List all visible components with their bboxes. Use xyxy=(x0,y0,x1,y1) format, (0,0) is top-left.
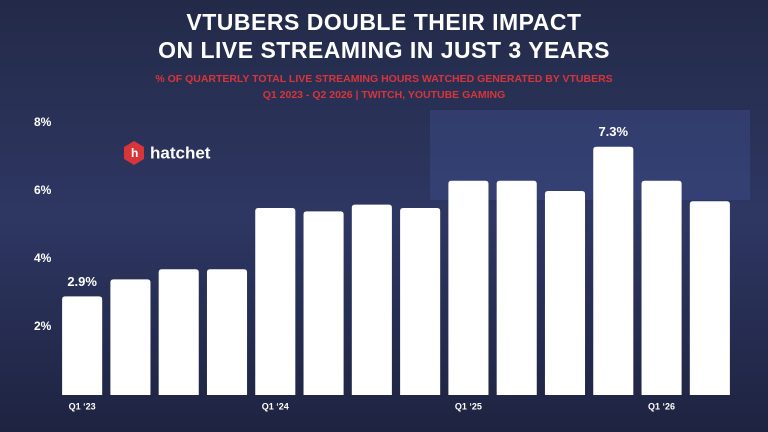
bar xyxy=(206,269,248,395)
chart-title: VTUBERS DOUBLE THEIR IMPACT xyxy=(186,9,581,35)
x-tick-label: Q1 ‘24 xyxy=(262,401,289,411)
bar xyxy=(641,180,682,395)
logo-text: hatchet xyxy=(150,143,211,162)
chart-subtitle: Q1 2023 - Q2 2026 | TWITCH, YOUTUBE GAMI… xyxy=(263,89,506,101)
bar xyxy=(496,180,537,395)
bar xyxy=(158,269,199,395)
bar xyxy=(544,191,586,395)
bar xyxy=(255,208,296,395)
y-tick-label: 4% xyxy=(34,251,52,265)
bar xyxy=(303,211,344,395)
y-tick-label: 6% xyxy=(34,183,52,197)
logo-icon xyxy=(124,141,144,165)
logo-icon-letter: h xyxy=(131,146,138,160)
bar xyxy=(62,296,103,395)
bar xyxy=(448,180,489,395)
y-tick-label: 2% xyxy=(34,319,52,333)
chart-title: ON LIVE STREAMING IN JUST 3 YEARS xyxy=(158,37,610,63)
y-tick-label: 8% xyxy=(34,115,52,129)
x-tick-label: Q1 ‘25 xyxy=(455,401,482,411)
chart-subtitle: % OF QUARTERLY TOTAL LIVE STREAMING HOUR… xyxy=(155,73,612,85)
bar xyxy=(689,201,730,395)
bar xyxy=(351,204,392,395)
x-tick-label: Q1 ‘23 xyxy=(69,401,96,411)
bar xyxy=(400,208,441,395)
x-tick-label: Q1 ‘26 xyxy=(648,401,675,411)
bar xyxy=(110,279,151,395)
value-label: 7.3% xyxy=(598,124,628,139)
value-label: 2.9% xyxy=(67,274,97,289)
bar xyxy=(593,146,634,395)
